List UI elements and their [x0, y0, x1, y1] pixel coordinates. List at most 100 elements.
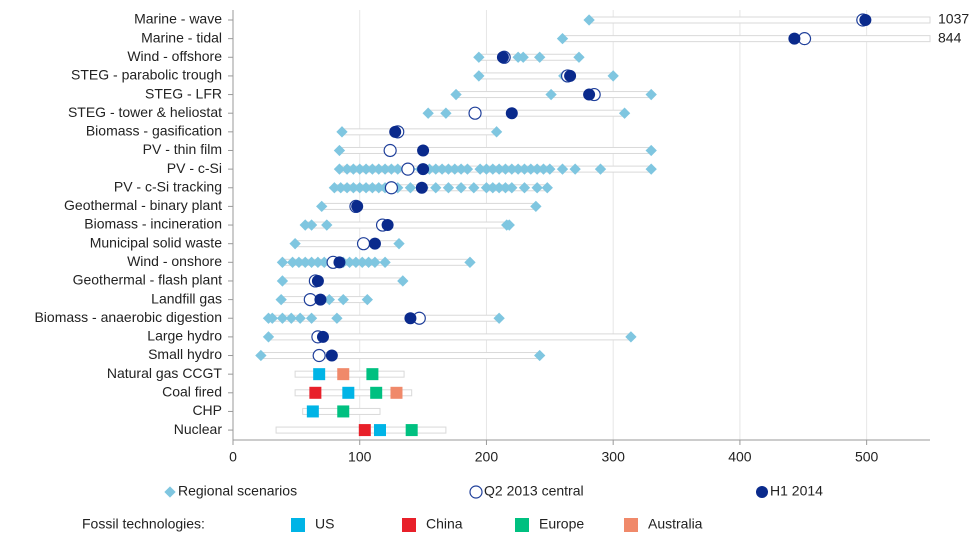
- scenario-marker: [341, 163, 353, 175]
- scenario-marker: [473, 51, 485, 63]
- scenario-marker: [275, 293, 287, 306]
- scenario-marker: [618, 107, 631, 119]
- category-label: PV - c-Si: [167, 160, 222, 176]
- scenario-marker: [440, 107, 452, 119]
- scenario-marker: [573, 51, 585, 63]
- scenario-marker: [517, 51, 529, 63]
- fossil-marker: [374, 424, 387, 437]
- legend-marker: [469, 485, 483, 499]
- scenario-marker: [545, 88, 557, 101]
- category-label: Biomass - gasification: [86, 123, 222, 139]
- scenario-marker: [385, 163, 398, 175]
- scenario-marker: [583, 14, 595, 26]
- scenario-marker: [645, 88, 657, 101]
- scenario-marker: [506, 163, 518, 175]
- scenario-marker: [354, 163, 366, 175]
- scenario-marker: [366, 163, 379, 175]
- h1-marker: [325, 349, 338, 362]
- scenario-marker: [544, 163, 556, 175]
- fossil-marker: [337, 368, 350, 381]
- category-label: STEG - LFR: [145, 85, 222, 101]
- category-label: Large hydro: [147, 328, 222, 344]
- scenario-marker: [430, 182, 442, 194]
- scenario-marker: [373, 182, 385, 194]
- scenario-marker: [490, 126, 503, 138]
- scenario-marker: [337, 293, 349, 306]
- category-label: Biomass - anaerobic digestion: [34, 309, 222, 325]
- scenario-marker: [294, 312, 306, 324]
- scenario-marker: [480, 163, 493, 175]
- fossil-marker: [342, 386, 355, 399]
- scenario-marker: [379, 163, 391, 175]
- scenario-marker: [354, 182, 366, 194]
- legend-label: Australia: [648, 516, 703, 532]
- category-label: Geothermal - binary plant: [64, 197, 222, 213]
- scenario-marker: [316, 200, 328, 213]
- scenario-marker: [499, 163, 512, 175]
- h1-marker: [314, 293, 327, 306]
- category-label: Biomass - incineration: [84, 216, 222, 232]
- scenario-marker: [480, 182, 493, 194]
- h1-marker: [381, 219, 394, 232]
- q2-marker: [383, 143, 397, 158]
- scenario-marker: [361, 293, 373, 306]
- h1-marker: [333, 256, 346, 269]
- q2-marker: [384, 181, 399, 195]
- scenario-marker: [286, 256, 299, 268]
- range-bar: [561, 35, 931, 43]
- scenario-marker: [328, 182, 341, 194]
- scenario-marker: [474, 163, 486, 175]
- scenario-marker: [350, 256, 362, 268]
- legend-label: US: [315, 516, 334, 532]
- x-tick-label: 200: [475, 449, 499, 465]
- scenario-marker: [262, 331, 275, 343]
- fossil-marker: [358, 424, 371, 437]
- legend-label: China: [426, 516, 463, 532]
- scenario-marker: [276, 312, 289, 324]
- category-label: Municipal solid waste: [90, 234, 222, 250]
- legend-marker: [402, 518, 416, 532]
- h1-marker: [496, 51, 509, 64]
- h1-marker: [417, 144, 430, 157]
- legend-marker: [756, 486, 768, 498]
- scenario-marker: [289, 238, 301, 250]
- scenario-marker: [525, 163, 537, 175]
- legend-marker: [515, 518, 529, 532]
- h1-marker: [583, 88, 596, 101]
- scenario-marker: [276, 275, 289, 287]
- h1-marker: [368, 237, 381, 250]
- scenario-marker: [645, 163, 657, 175]
- category-label: STEG - tower & heliostat: [68, 104, 222, 120]
- scenario-marker: [455, 163, 467, 175]
- scenario-marker: [430, 163, 442, 175]
- category-label: CHP: [192, 402, 222, 418]
- scenario-marker: [449, 163, 461, 175]
- x-tick-label: 400: [728, 449, 752, 465]
- scenario-marker: [369, 256, 381, 268]
- scenario-marker: [645, 144, 657, 157]
- fossil-marker: [366, 368, 379, 381]
- scenario-marker: [499, 182, 512, 194]
- scenario-marker: [450, 88, 462, 101]
- legend-marker: [291, 518, 305, 532]
- category-label: PV - thin film: [143, 141, 222, 157]
- range-bar: [341, 128, 498, 136]
- scenario-marker: [356, 256, 368, 268]
- scenario-marker: [468, 182, 480, 194]
- scenario-marker: [293, 256, 305, 268]
- scenario-marker: [493, 312, 505, 324]
- category-label: Small hydro: [148, 346, 222, 362]
- range-bar: [478, 72, 614, 80]
- scenario-marker: [276, 256, 289, 268]
- h1-marker: [316, 330, 329, 343]
- scenario-marker: [336, 126, 348, 138]
- fossil-marker: [370, 386, 383, 399]
- scenario-marker: [537, 163, 550, 175]
- scenario-marker: [534, 349, 546, 362]
- range-bar: [281, 277, 404, 285]
- fossil-marker: [405, 424, 418, 437]
- scenario-marker: [461, 163, 474, 175]
- legend-label: Europe: [539, 516, 584, 532]
- scenario-marker: [393, 238, 405, 250]
- h1-marker: [859, 14, 872, 26]
